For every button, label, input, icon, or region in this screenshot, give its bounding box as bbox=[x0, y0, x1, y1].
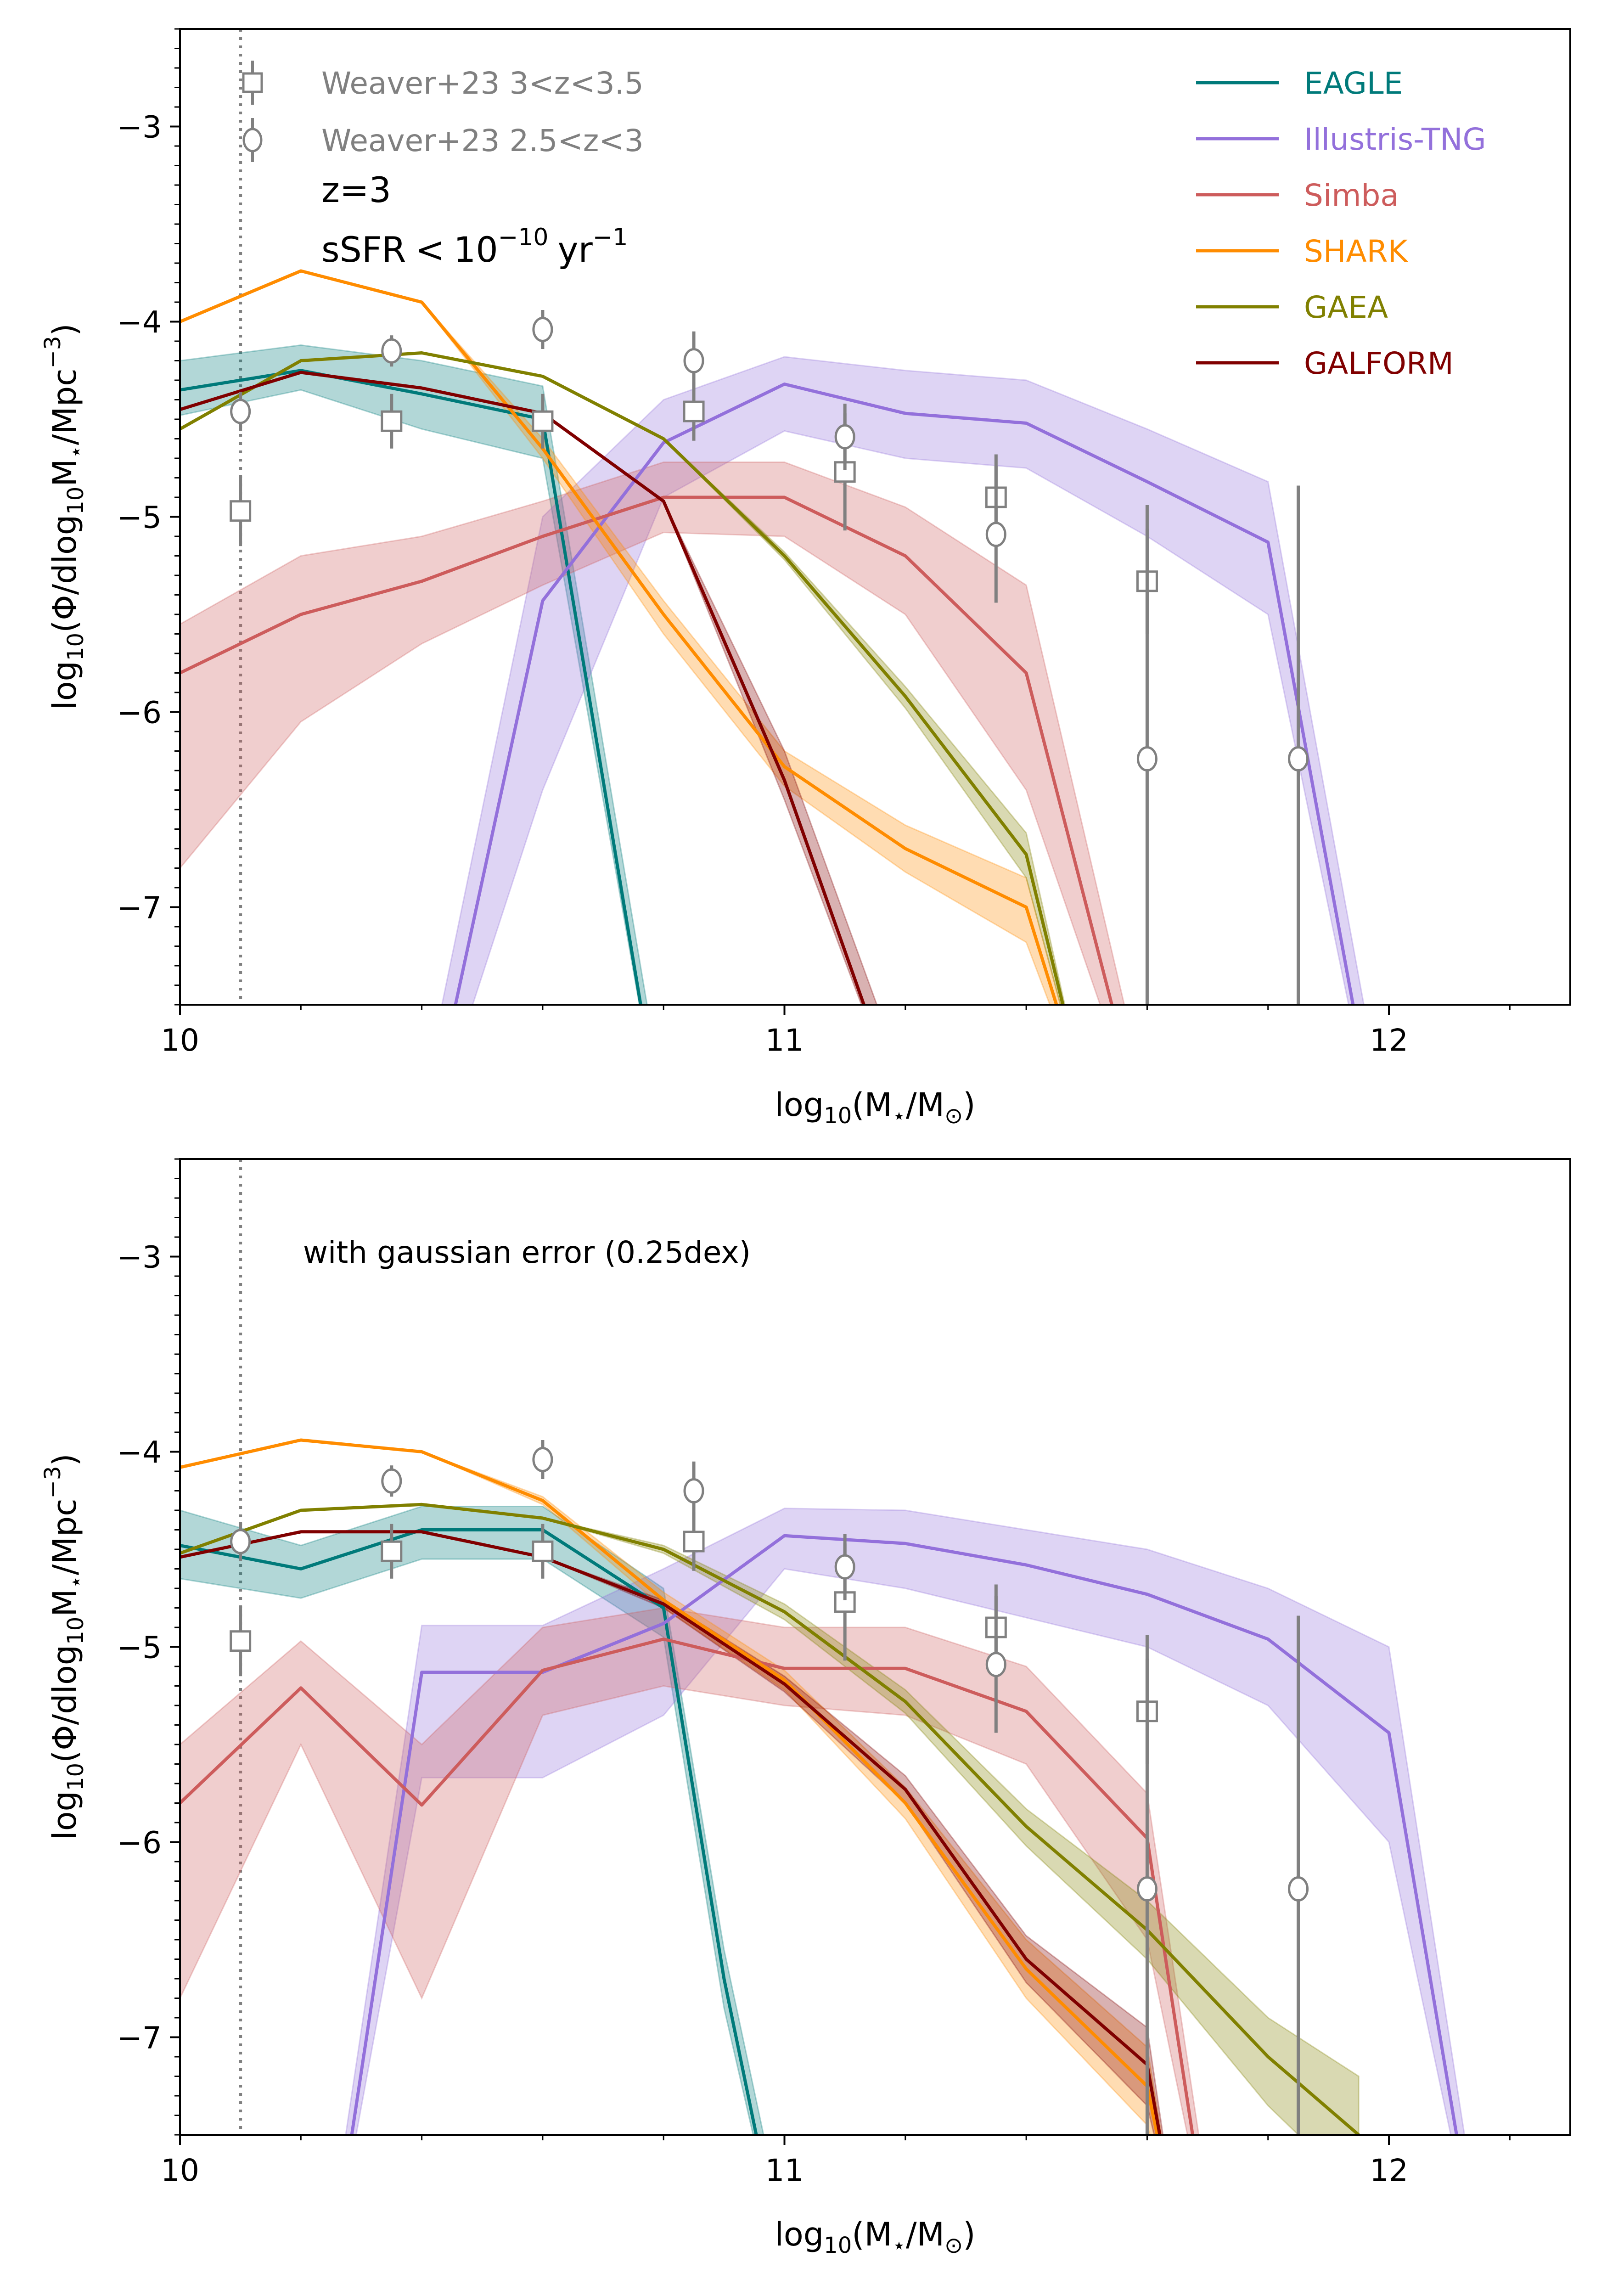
top-line-illustris-tng bbox=[454, 383, 1355, 1005]
top-obs-circle-point bbox=[381, 335, 402, 367]
top-y-tick-label: −4 bbox=[117, 305, 162, 340]
bottom-obs-circle-point bbox=[381, 1465, 402, 1497]
bottom-y-tick-label: −3 bbox=[117, 1240, 162, 1275]
bottom-y-tick-label: −4 bbox=[117, 1435, 162, 1470]
top-obs-square-point bbox=[683, 382, 705, 441]
legend-entry-galform: GALFORM bbox=[1196, 346, 1454, 381]
bottom-obs-square-point bbox=[381, 1524, 403, 1579]
top-y-axis-label: log10(Φ/dlog10M⋆/Mpc−3) bbox=[40, 323, 89, 709]
bottom-line-simba bbox=[180, 1638, 1195, 2135]
top-x-tick-label: 10 bbox=[161, 1023, 199, 1058]
legend-label: GAEA bbox=[1304, 290, 1388, 325]
top-obs-square-point bbox=[532, 394, 554, 449]
top-y-tick-label: −6 bbox=[117, 695, 162, 731]
top-obs-circle-point bbox=[1136, 505, 1157, 1005]
bottom-line-shark bbox=[180, 1438, 1159, 2135]
bottom-annotation-error: with gaussian error (0.25dex) bbox=[303, 1235, 751, 1270]
top-band-simba bbox=[180, 461, 1125, 1005]
top-line-shark bbox=[180, 269, 1058, 1005]
bottom-band-simba bbox=[180, 1607, 1200, 2135]
legend-label: EAGLE bbox=[1304, 66, 1403, 101]
bottom-obs-square-point bbox=[532, 1524, 554, 1579]
legend-entry-eagle: EAGLE bbox=[1196, 66, 1403, 101]
bottom-line-gaea bbox=[180, 1503, 1360, 2135]
bottom-band-illustris-tng bbox=[345, 1508, 1466, 2135]
top-obs-square-point bbox=[381, 394, 403, 449]
top-x-tick-label: 11 bbox=[765, 1023, 804, 1058]
bottom-band-shark bbox=[180, 1439, 1163, 2135]
top-x-tick-label: 12 bbox=[1370, 1023, 1408, 1058]
top-legend: EAGLE Illustris-TNG Simba SHARK GAEA GALFORM W… bbox=[242, 61, 1486, 381]
bottom-y-axis-label: log10(Φ/dlog10M⋆/Mpc−3) bbox=[40, 1453, 89, 1840]
top-line-simba bbox=[180, 495, 1114, 1005]
top-annotation-redshift: z=3 bbox=[321, 169, 391, 210]
bottom-obs-circle-point bbox=[834, 1534, 855, 1600]
legend-label: Simba bbox=[1304, 178, 1399, 213]
top-obs-circle-point bbox=[985, 466, 1006, 603]
legend-label: GALFORM bbox=[1304, 346, 1454, 381]
bottom-obs-circle-point bbox=[985, 1596, 1006, 1733]
bottom-obs-circle-point bbox=[1288, 1615, 1309, 2135]
bottom-y-tick-label: −5 bbox=[117, 1630, 162, 1666]
bottom-x-axis-label: log10(M⋆/M⊙) bbox=[775, 2216, 975, 2258]
bottom-clipped-layer bbox=[180, 1159, 1466, 2135]
bottom-obs-square-point bbox=[683, 1512, 705, 1571]
top-obs-circle-point bbox=[1288, 485, 1309, 1005]
top-obs-circle-point bbox=[683, 331, 704, 390]
bottom-y-tick-label: −7 bbox=[117, 2020, 162, 2056]
top-x-axis-label: log10(M⋆/M⊙) bbox=[775, 1086, 975, 1129]
legend-label: SHARK bbox=[1304, 234, 1409, 269]
bottom-line-galform bbox=[180, 1530, 1162, 2135]
legend-label: Weaver+23 3<z<3.5 bbox=[321, 66, 644, 101]
top-panel: 10 11 12 −7 −6 −5 −4 −3 EAGLE Illustris-TNG Simba… bbox=[40, 28, 1571, 1129]
bottom-ticks: 10 11 12 −7 −6 −5 −4 −3 bbox=[117, 1158, 1511, 2188]
top-plot-area bbox=[180, 29, 1365, 1005]
legend-entry-shark: SHARK bbox=[1196, 234, 1409, 269]
bottom-y-tick-label: −6 bbox=[117, 1825, 162, 1861]
top-obs-square-point bbox=[230, 476, 252, 546]
legend-entry-obs-square: Weaver+23 3<z<3.5 bbox=[242, 61, 644, 105]
legend-entry-obs-circle: Weaver+23 2.5<z<3 bbox=[242, 118, 644, 162]
bottom-x-tick-label: 10 bbox=[161, 2153, 199, 2188]
legend-entry-illustris-tng: Illustris-TNG bbox=[1196, 122, 1486, 157]
bottom-panel: 10 11 12 −7 −6 −5 −4 −3 with gaussian error (0.… bbox=[40, 1158, 1571, 2258]
bottom-x-tick-label: 11 bbox=[765, 2153, 804, 2188]
bottom-line-illustris-tng bbox=[350, 1534, 1458, 2135]
top-y-tick-label: −7 bbox=[117, 890, 162, 926]
top-line-gaea bbox=[180, 351, 1065, 1005]
bottom-obs-square-point bbox=[230, 1606, 252, 1677]
top-y-tick-label: −3 bbox=[117, 110, 162, 145]
top-annotation-ssfr: sSFR <10−10 yr−1 bbox=[321, 224, 628, 270]
top-obs-circle-point bbox=[230, 392, 251, 431]
bottom-x-tick-label: 12 bbox=[1370, 2153, 1408, 2188]
top-line-eagle bbox=[180, 369, 642, 1005]
top-clipped-layer bbox=[180, 29, 1365, 1005]
top-obs-circle-point bbox=[834, 404, 855, 470]
bottom-obs-circle-point bbox=[683, 1461, 704, 1520]
top-obs-circle-point bbox=[532, 310, 553, 349]
bottom-band-eagle bbox=[180, 1506, 764, 2135]
bottom-obs-circle-point bbox=[230, 1522, 251, 1561]
top-y-tick-label: −5 bbox=[117, 500, 162, 535]
bottom-band-gaea bbox=[180, 1503, 1360, 2135]
bottom-plot-area bbox=[180, 1159, 1466, 2135]
bottom-obs-circle-point bbox=[1136, 1635, 1157, 2135]
legend-label: Weaver+23 2.5<z<3 bbox=[321, 123, 644, 158]
legend-label: Illustris-TNG bbox=[1304, 122, 1486, 157]
top-ticks: 10 11 12 −7 −6 −5 −4 −3 bbox=[117, 28, 1511, 1058]
legend-entry-gaea: GAEA bbox=[1196, 290, 1388, 325]
legend-entry-simba: Simba bbox=[1196, 178, 1399, 213]
bottom-obs-circle-point bbox=[532, 1440, 553, 1479]
